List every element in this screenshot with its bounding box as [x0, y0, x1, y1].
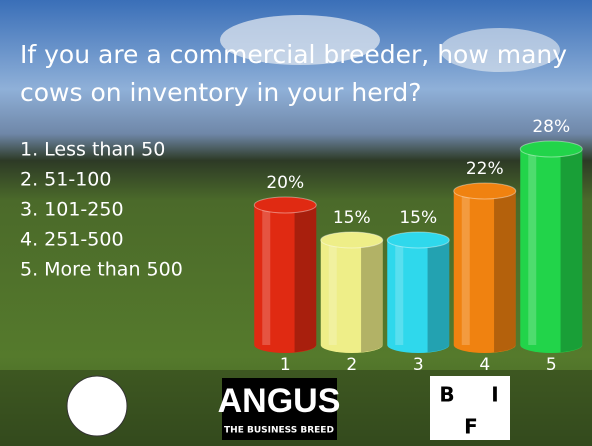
cloud [220, 15, 380, 65]
option: 4. 251-500 [20, 229, 124, 251]
bar-shade [494, 191, 516, 353]
angus-subtext: THE BUSINESS BREED [224, 426, 334, 436]
bar-shade [361, 240, 383, 353]
x-tick-label: 1 [280, 355, 291, 375]
x-tick-label: 5 [546, 355, 557, 375]
bar-top [519, 140, 583, 158]
value-label: 15% [333, 208, 371, 228]
bif-logo [430, 376, 510, 440]
x-tick-label: 3 [413, 355, 424, 375]
angus-logo [222, 378, 337, 440]
title: If you are a commercial breeder, how man… [20, 40, 567, 107]
bar-top [386, 231, 450, 249]
bar-shade [560, 149, 583, 353]
value-label: 22% [466, 159, 504, 179]
bar-highlight [395, 240, 404, 345]
value-label: 15% [399, 208, 437, 228]
logo-seal [66, 375, 128, 437]
bar-highlight [461, 191, 470, 345]
x-tick-label: 2 [346, 355, 357, 375]
bar-highlight [262, 205, 271, 345]
value-label: 28% [532, 117, 570, 137]
bar-top [253, 196, 317, 214]
angus-text: ANGUS [218, 382, 341, 420]
option: 3. 101-250 [20, 199, 124, 221]
chart-title: If you are a commercial breeder, how man… [20, 40, 567, 107]
bif-letter: F [464, 415, 478, 439]
bar-shade [427, 240, 450, 353]
bar-highlight [328, 240, 337, 345]
cloud [440, 28, 560, 72]
x-tick-label: 4 [479, 355, 490, 375]
bar-top [453, 182, 517, 200]
bar [520, 149, 583, 353]
bar [453, 191, 516, 353]
bar-highlight [528, 149, 537, 345]
bar-shade [294, 205, 317, 353]
bar [387, 240, 450, 353]
bar [254, 205, 317, 353]
bar-top [320, 231, 384, 249]
option: 2. 51-100 [20, 169, 111, 191]
bif-letter: B [439, 383, 454, 407]
bif-letter: I [491, 383, 498, 407]
bar [320, 240, 383, 353]
value-label: 20% [266, 173, 304, 193]
option: 5. More than 500 [20, 259, 183, 281]
option: 1. Less than 50 [20, 139, 165, 161]
